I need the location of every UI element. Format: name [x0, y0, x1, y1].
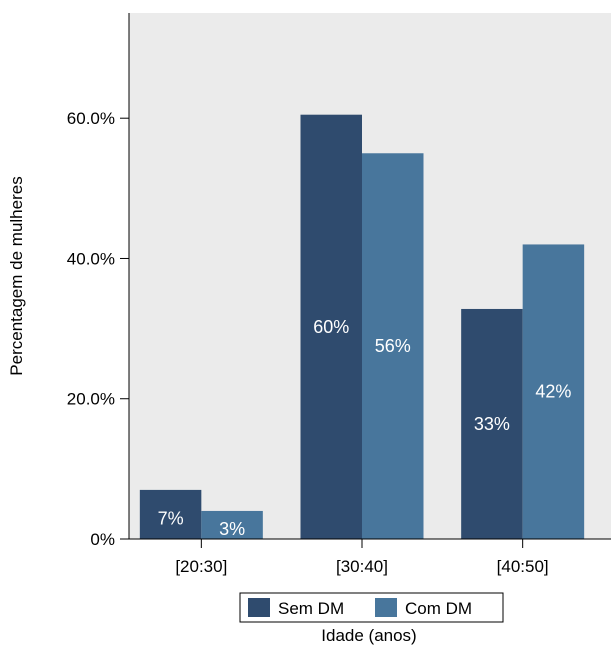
- y-tick-label: 0%: [90, 530, 115, 549]
- x-tick-label: [30:40]: [336, 557, 388, 576]
- legend-swatch: [375, 598, 397, 617]
- bar-data-label: 42%: [535, 382, 571, 402]
- y-axis-title: Percentagem de mulheres: [7, 176, 26, 375]
- x-axis-title: Idade (anos): [321, 626, 416, 645]
- legend-swatch: [248, 598, 270, 617]
- legend: Sem DM Com DM: [240, 593, 503, 622]
- bar-data-label: 60%: [313, 317, 349, 337]
- y-ticks-group: 0% 20.0% 40.0% 60.0%: [67, 109, 129, 549]
- legend-label: Sem DM: [278, 599, 344, 618]
- x-tick-label: [20:30]: [175, 557, 227, 576]
- bar-data-label: 7%: [158, 508, 184, 528]
- bar-data-label: 3%: [219, 519, 245, 539]
- y-tick-label: 60.0%: [67, 109, 115, 128]
- x-tick-label: [40:50]: [497, 557, 549, 576]
- y-tick-label: 20.0%: [67, 390, 115, 409]
- legend-label: Com DM: [405, 599, 472, 618]
- y-tick-label: 40.0%: [67, 249, 115, 268]
- bar-data-label: 56%: [375, 336, 411, 356]
- bar-data-label: 33%: [474, 414, 510, 434]
- x-ticks-group: [20:30] [30:40] [40:50]: [175, 539, 548, 576]
